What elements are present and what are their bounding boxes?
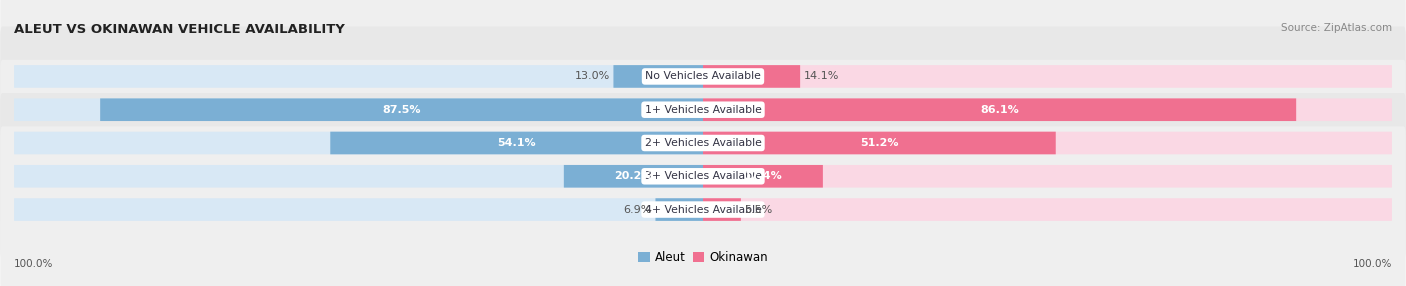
Text: 54.1%: 54.1%	[498, 138, 536, 148]
FancyBboxPatch shape	[703, 65, 1392, 88]
FancyBboxPatch shape	[0, 0, 1406, 160]
FancyBboxPatch shape	[0, 27, 1406, 193]
Text: 100.0%: 100.0%	[1353, 259, 1392, 269]
FancyBboxPatch shape	[330, 132, 703, 154]
FancyBboxPatch shape	[703, 198, 1392, 221]
FancyBboxPatch shape	[655, 198, 703, 221]
Legend: Aleut, Okinawan: Aleut, Okinawan	[634, 247, 772, 269]
FancyBboxPatch shape	[564, 165, 703, 188]
FancyBboxPatch shape	[703, 165, 823, 188]
Text: 4+ Vehicles Available: 4+ Vehicles Available	[644, 204, 762, 214]
Text: Source: ZipAtlas.com: Source: ZipAtlas.com	[1281, 23, 1392, 33]
Text: ALEUT VS OKINAWAN VEHICLE AVAILABILITY: ALEUT VS OKINAWAN VEHICLE AVAILABILITY	[14, 23, 344, 36]
FancyBboxPatch shape	[14, 98, 703, 121]
FancyBboxPatch shape	[14, 165, 703, 188]
FancyBboxPatch shape	[0, 60, 1406, 226]
Text: No Vehicles Available: No Vehicles Available	[645, 72, 761, 82]
FancyBboxPatch shape	[703, 198, 741, 221]
FancyBboxPatch shape	[14, 65, 703, 88]
FancyBboxPatch shape	[703, 132, 1056, 154]
Text: 87.5%: 87.5%	[382, 105, 420, 115]
Text: 100.0%: 100.0%	[14, 259, 53, 269]
Text: 17.4%: 17.4%	[744, 171, 782, 181]
Text: 2+ Vehicles Available: 2+ Vehicles Available	[644, 138, 762, 148]
FancyBboxPatch shape	[703, 65, 800, 88]
Text: 13.0%: 13.0%	[575, 72, 610, 82]
Text: 1+ Vehicles Available: 1+ Vehicles Available	[644, 105, 762, 115]
Text: 5.5%: 5.5%	[744, 204, 772, 214]
FancyBboxPatch shape	[0, 126, 1406, 286]
FancyBboxPatch shape	[14, 132, 703, 154]
Text: 14.1%: 14.1%	[804, 72, 839, 82]
FancyBboxPatch shape	[14, 198, 703, 221]
Text: 6.9%: 6.9%	[624, 204, 652, 214]
FancyBboxPatch shape	[703, 165, 1392, 188]
Text: 51.2%: 51.2%	[860, 138, 898, 148]
FancyBboxPatch shape	[100, 98, 703, 121]
FancyBboxPatch shape	[703, 98, 1392, 121]
Text: 86.1%: 86.1%	[980, 105, 1019, 115]
FancyBboxPatch shape	[703, 132, 1392, 154]
FancyBboxPatch shape	[703, 98, 1296, 121]
Text: 20.2%: 20.2%	[614, 171, 652, 181]
FancyBboxPatch shape	[613, 65, 703, 88]
FancyBboxPatch shape	[0, 93, 1406, 259]
Text: 3+ Vehicles Available: 3+ Vehicles Available	[644, 171, 762, 181]
